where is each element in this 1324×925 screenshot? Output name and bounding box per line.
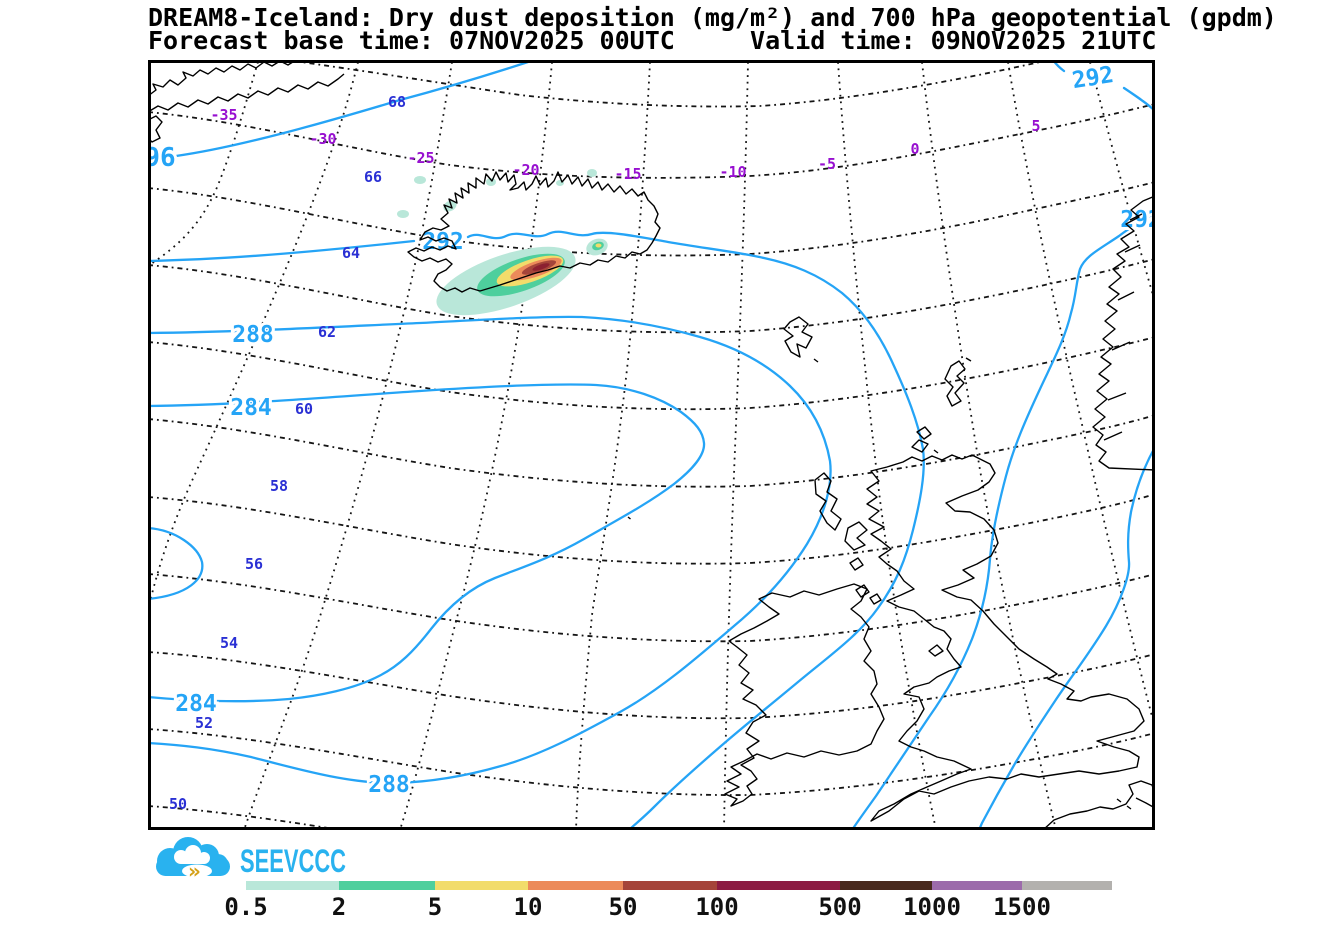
longitude-label: 0 xyxy=(910,140,919,158)
contour-296 xyxy=(174,60,530,158)
longitude-label: -10 xyxy=(719,163,746,181)
graticule-parallels xyxy=(148,60,1155,830)
dust-plume xyxy=(397,169,608,316)
colorbar-value-label: 0.5 xyxy=(224,893,268,921)
colorbar-segment xyxy=(528,881,623,890)
colorbar-value-label: 50 xyxy=(608,893,638,921)
latitude-label: 58 xyxy=(270,477,288,495)
contour-292-west xyxy=(148,239,416,263)
geopotential-contours xyxy=(148,60,1155,830)
geopotential-contour-label: 292 xyxy=(1070,62,1115,94)
latitude-label: 60 xyxy=(295,400,313,418)
latitude-label: 52 xyxy=(195,714,213,732)
seevccc-logo: » SEEVCCC xyxy=(156,837,346,883)
coastlines xyxy=(148,60,1155,830)
colorbar-segment xyxy=(339,881,435,890)
title-line2: Forecast base time: 07NOV2025 00UTC Vali… xyxy=(148,26,1157,55)
latitude-label: 64 xyxy=(342,244,360,262)
longitude-label-layer: -35 -30 -25 -20 -15 -10 -5 0 5 xyxy=(210,106,1040,183)
geopotential-contour-label: 284 xyxy=(175,691,217,717)
map-border xyxy=(148,60,1155,830)
longitude-label: -15 xyxy=(614,165,641,183)
colorbar-value-label: 5 xyxy=(427,893,443,921)
longitude-label: -5 xyxy=(818,155,836,173)
latitude-label: 66 xyxy=(364,168,382,186)
geopotential-label-layer: 96 292 288 284 284 288 292 292 xyxy=(148,60,1155,801)
title-line1: DREAM8-Iceland: Dry dust deposition (mg/… xyxy=(148,3,1277,32)
coast-orkney xyxy=(911,439,929,453)
geopotential-contour-label: 292 xyxy=(1120,207,1155,233)
logo-text: SEEVCCC xyxy=(240,843,346,879)
latitude-label-layer: 68 66 64 62 60 58 56 54 52 50 xyxy=(169,93,406,813)
coast-shetland xyxy=(944,360,966,407)
coast-iceland xyxy=(407,171,661,293)
colorbar-value-label: 10 xyxy=(513,893,543,921)
colorbar-segment xyxy=(717,881,840,890)
graticule-meridians xyxy=(148,61,1155,830)
colorbar-value-label: 1000 xyxy=(903,893,961,921)
colorbar-value-label: 2 xyxy=(331,893,347,921)
colorbar-value-label: 500 xyxy=(818,893,862,921)
latitude-label: 68 xyxy=(388,93,406,111)
coast-greenland xyxy=(148,60,297,97)
latitude-label: 56 xyxy=(245,555,263,573)
latitude-label: 54 xyxy=(220,634,238,652)
coast-isle-of-man xyxy=(928,644,944,657)
coast-faroe xyxy=(783,316,813,358)
geopotential-contour-label: 288 xyxy=(232,322,274,348)
chevron-icon: » xyxy=(188,859,201,883)
colorbar-segment xyxy=(1022,881,1112,890)
colorbar-segment xyxy=(932,881,1022,890)
geopotential-contour-label: 292 xyxy=(422,229,464,255)
geopotential-contour-label: 96 xyxy=(148,143,176,173)
longitude-label: -35 xyxy=(210,106,237,124)
colorbar-segment xyxy=(840,881,932,890)
longitude-label: 5 xyxy=(1031,117,1040,135)
longitude-label: -20 xyxy=(512,161,539,179)
contour-296-east xyxy=(977,445,1155,830)
longitude-label: -30 xyxy=(309,130,336,148)
colorbar-segment xyxy=(246,881,339,890)
coast-great-britain xyxy=(866,454,1145,822)
forecast-map: 96 292 288 284 284 288 292 292 68 66 64 62 60 58 56 54… xyxy=(148,60,1155,830)
deposition-colorbar xyxy=(246,881,1112,890)
coast-hebrides xyxy=(814,472,842,531)
colorbar-value-label: 100 xyxy=(695,893,739,921)
latitude-label: 50 xyxy=(169,795,187,813)
longitude-label: -25 xyxy=(407,149,434,167)
map-title: DREAM8-Iceland: Dry dust deposition (mg/… xyxy=(148,3,1277,55)
contour-280-loop xyxy=(148,526,204,601)
latitude-label: 62 xyxy=(318,323,336,341)
coast-norway xyxy=(1092,195,1155,471)
coast-ireland xyxy=(724,583,885,807)
colorbar-value-label: 1500 xyxy=(993,893,1051,921)
cloud-icon: » xyxy=(156,837,230,883)
colorbar-segment xyxy=(435,881,528,890)
geopotential-contour-label: 288 xyxy=(368,772,410,798)
geopotential-contour-label: 284 xyxy=(230,395,272,421)
contour-288 xyxy=(148,315,832,785)
contour-284 xyxy=(148,383,706,703)
colorbar-segment xyxy=(623,881,717,890)
coast-france xyxy=(1042,780,1155,830)
